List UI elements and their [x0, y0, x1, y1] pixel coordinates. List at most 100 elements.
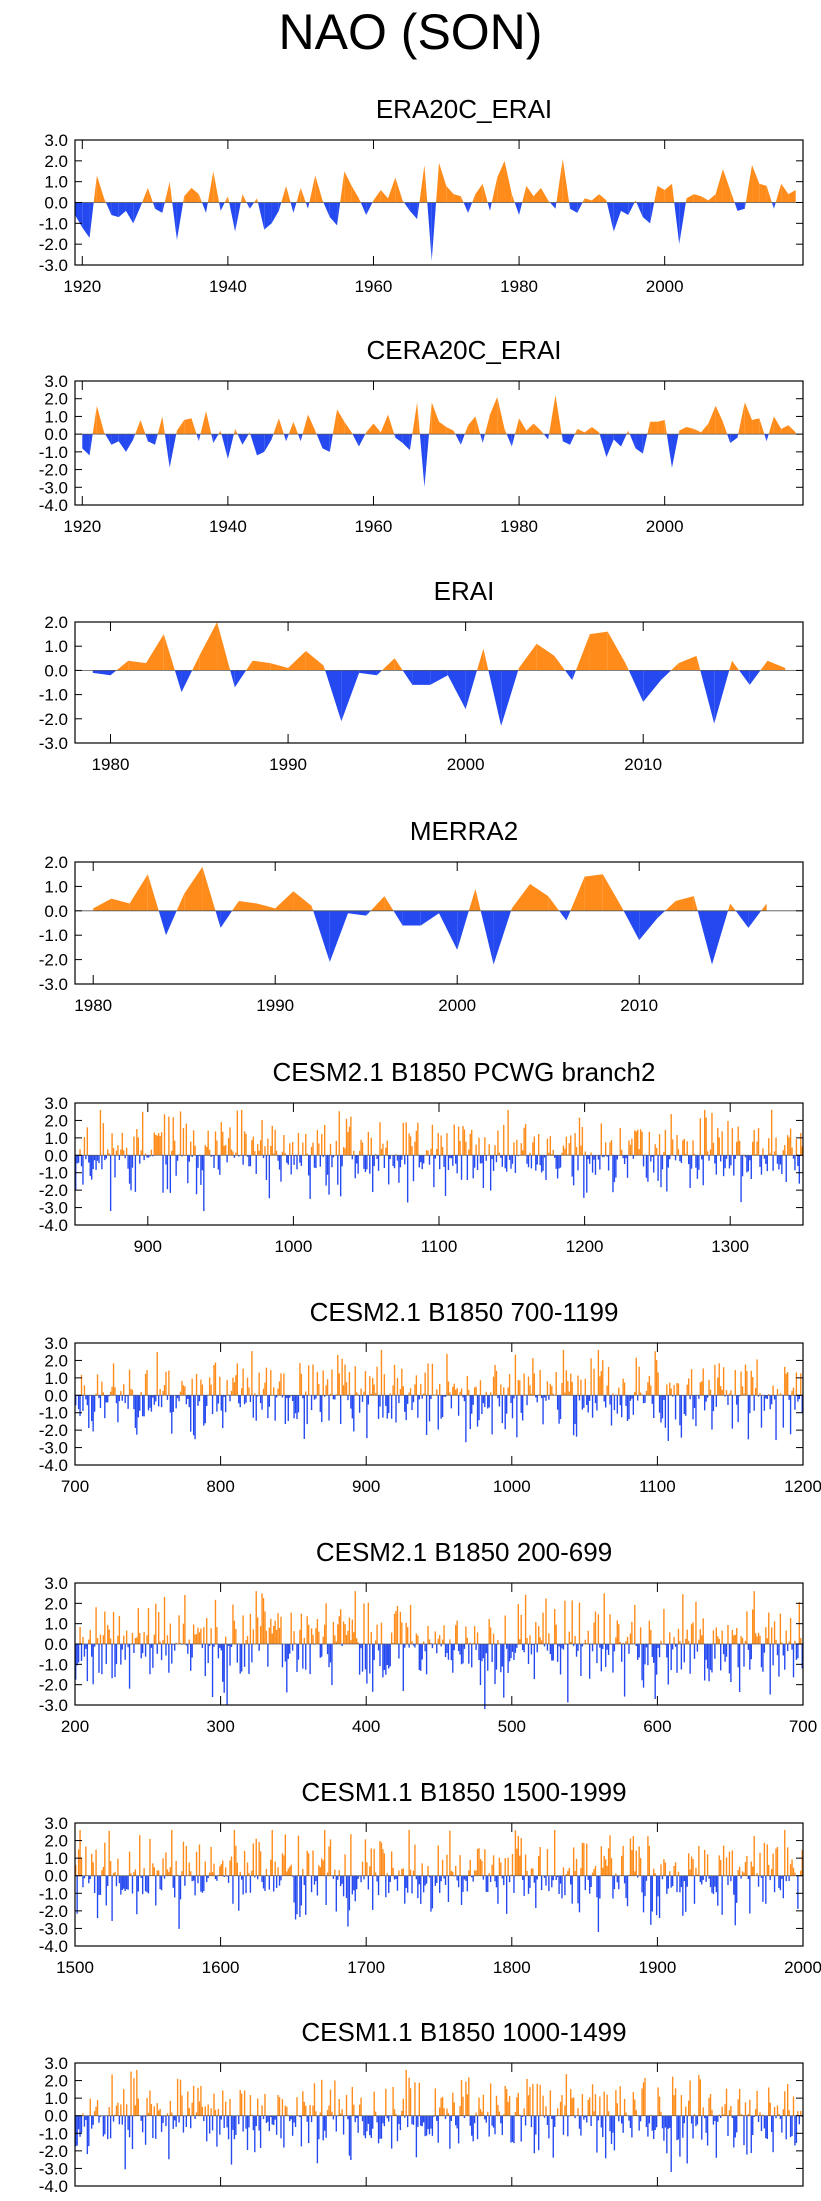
bar — [491, 1644, 493, 1662]
bar — [325, 1155, 327, 1186]
x-tick-label: 1940 — [209, 517, 247, 536]
bar — [159, 1389, 161, 1396]
bar — [479, 1155, 482, 1164]
bar — [590, 1875, 592, 1888]
bar — [291, 1395, 294, 1402]
bar — [549, 1383, 552, 1396]
bar — [733, 2115, 735, 2148]
bar — [223, 1875, 225, 1878]
y-tick-label: -2.0 — [39, 710, 68, 729]
bar — [204, 1145, 206, 1156]
bar — [82, 2113, 84, 2116]
area-segment — [506, 434, 512, 447]
bar — [143, 1868, 145, 1876]
bar — [257, 2098, 259, 2116]
bar — [321, 2079, 323, 2116]
bar — [222, 2090, 224, 2116]
bar — [367, 2115, 370, 2124]
bar — [747, 1155, 750, 1172]
area-segment — [760, 660, 768, 671]
area-segment — [550, 202, 556, 209]
bar — [575, 1644, 578, 1657]
bar — [258, 1150, 260, 1156]
area-segment — [613, 202, 621, 232]
bar — [752, 1376, 754, 1396]
bar — [214, 2109, 217, 2116]
bar — [305, 2105, 307, 2116]
bar — [568, 1631, 570, 1644]
plot-frame — [74, 1822, 804, 1947]
bar — [591, 2084, 594, 2116]
area-segment — [135, 419, 141, 435]
bar — [222, 1131, 224, 1156]
bar — [373, 1155, 375, 1167]
bar — [562, 1145, 565, 1156]
bar — [354, 1875, 356, 1902]
bar — [379, 1841, 381, 1876]
bar — [373, 1848, 375, 1876]
bar — [80, 2115, 83, 2133]
bar — [746, 1155, 748, 1173]
bar — [401, 1368, 403, 1396]
bar — [485, 1644, 487, 1654]
bar — [792, 1387, 795, 1396]
y-tick-label: -1.0 — [39, 2124, 68, 2143]
bar — [222, 1860, 224, 1876]
bar — [497, 2104, 499, 2116]
bar — [485, 2115, 487, 2123]
bar — [650, 1155, 652, 1162]
chart-title: ERAI — [434, 576, 495, 606]
area-segment — [313, 910, 330, 963]
bar — [139, 1155, 141, 1164]
bar — [661, 1875, 664, 1880]
bar — [722, 1155, 725, 1177]
bar — [625, 1641, 627, 1644]
bar — [768, 1394, 770, 1396]
bar — [690, 1624, 693, 1644]
area-segment — [246, 660, 253, 671]
area-segment — [635, 434, 643, 454]
area-segment — [305, 202, 308, 209]
bar — [111, 1875, 113, 1921]
bar — [316, 1875, 319, 1896]
bar — [123, 1635, 125, 1644]
bar — [752, 1609, 754, 1644]
area-segment — [293, 202, 297, 213]
bar — [754, 1387, 757, 1396]
area-segment — [257, 202, 265, 230]
bar — [514, 1354, 517, 1396]
bar — [770, 1109, 773, 1156]
bar — [277, 2095, 279, 2116]
bar — [760, 1644, 763, 1668]
bar — [242, 1615, 244, 1644]
bar — [473, 1155, 476, 1168]
bar — [139, 1835, 141, 1876]
bar — [599, 1376, 601, 1396]
bar — [187, 1395, 189, 1399]
bar — [264, 1611, 266, 1644]
bar — [530, 1868, 533, 1876]
bar — [645, 1390, 648, 1396]
bar — [92, 1862, 94, 1876]
bar — [543, 1395, 546, 1398]
bar — [392, 1385, 394, 1396]
bar — [632, 1395, 635, 1415]
bar — [578, 1602, 581, 1644]
bar — [89, 1629, 91, 1644]
bar — [114, 1155, 116, 1178]
bar — [114, 1871, 116, 1876]
bar — [673, 1636, 675, 1644]
bar — [469, 1642, 471, 1644]
bar — [687, 1378, 690, 1396]
bar — [98, 1155, 100, 1164]
bar — [460, 1155, 463, 1180]
bar — [752, 1866, 754, 1876]
bar — [396, 1605, 399, 1644]
bar — [580, 1644, 582, 1676]
bar — [478, 1848, 480, 1876]
bar — [270, 1145, 272, 1156]
bar — [420, 1875, 422, 1904]
bar — [315, 1875, 317, 1882]
bar — [653, 1395, 655, 1419]
bar — [323, 1830, 326, 1876]
